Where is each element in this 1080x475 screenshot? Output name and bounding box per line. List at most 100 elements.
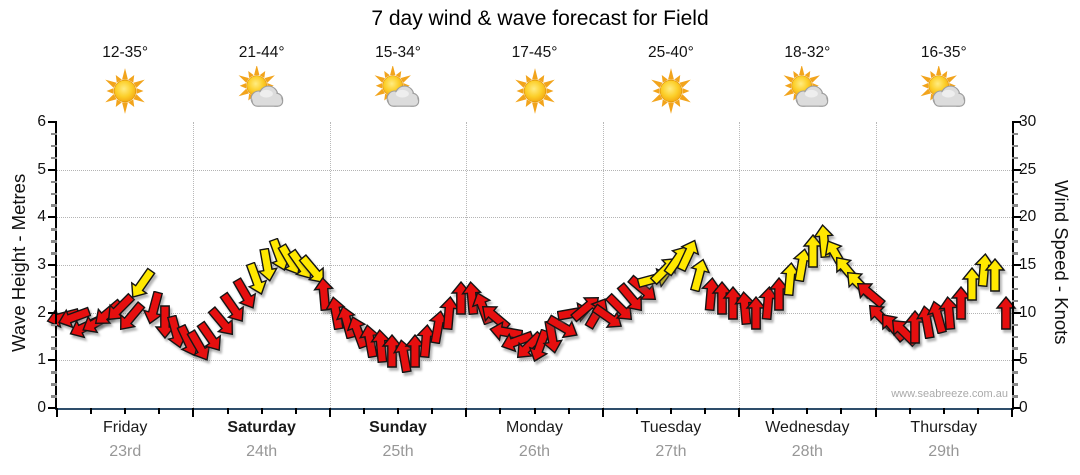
day-name-label: Tuesday (640, 419, 702, 436)
day-name-label: Monday (506, 419, 563, 436)
horizontal-gridline (57, 265, 1012, 266)
right-minor-tick (1012, 395, 1018, 398)
wind-arrow (239, 261, 273, 296)
six-hour-tick (294, 408, 297, 414)
left-minor-tick (51, 204, 57, 207)
left-minor-tick (51, 347, 57, 350)
day-name-label: Friday (102, 419, 148, 436)
left-minor-tick (51, 144, 57, 148)
day-temp-label: 18-32° (784, 44, 831, 61)
right-axis-title: Wind Speed - Knots (1051, 180, 1072, 345)
wind-speed-tick-label: 30 (1019, 113, 1037, 130)
left-minor-tick (51, 287, 57, 291)
left-minor-tick (51, 252, 57, 255)
left-minor-tick (51, 395, 57, 398)
day-boundary-tick (56, 408, 58, 417)
day-date-label: 28th (791, 443, 823, 460)
wind-arrow (989, 295, 1023, 330)
wave-height-tick-label: 6 (37, 113, 46, 130)
left-minor-tick (51, 275, 57, 279)
right-major-tick (1012, 216, 1021, 219)
day-boundary-gridline (193, 122, 195, 408)
day-boundary-tick (328, 408, 331, 417)
wind-arrow (614, 281, 648, 315)
six-hour-tick (772, 408, 775, 414)
day-temp-label: 16-35° (920, 44, 967, 61)
six-hour-tick (260, 408, 263, 414)
right-axis-line (1012, 122, 1014, 410)
wind-speed-tick-label: 20 (1019, 208, 1037, 226)
wind-arrow (330, 305, 364, 340)
right-minor-tick (1012, 228, 1018, 231)
right-major-tick (1012, 407, 1021, 409)
right-minor-tick (1012, 383, 1018, 386)
horizontal-gridline (57, 217, 1012, 219)
wind-arrow (57, 300, 92, 334)
day-boundary-gridline (466, 122, 468, 408)
six-hour-tick (124, 408, 127, 414)
day-date-label: 29th (928, 443, 960, 460)
six-hour-tick (90, 408, 93, 414)
day-boundary-tick (192, 408, 195, 417)
six-hour-tick (704, 408, 707, 414)
left-minor-tick (51, 371, 57, 374)
sun-icon (646, 66, 696, 116)
left-major-tick (48, 264, 57, 266)
right-minor-tick (1012, 323, 1018, 327)
sun-and-cloud-icon (919, 64, 969, 116)
wind-speed-tick-label: 25 (1019, 160, 1037, 178)
day-name-label: Thursday (910, 419, 978, 436)
six-hour-tick (533, 408, 536, 414)
left-minor-tick (51, 383, 57, 386)
wind-arrow (193, 320, 227, 354)
wave-height-tick-label: 1 (37, 351, 46, 369)
left-major-tick (48, 216, 57, 219)
wind-arrow (125, 267, 159, 301)
wind-arrow (216, 291, 250, 325)
right-minor-tick (1012, 180, 1018, 184)
left-minor-tick (51, 132, 57, 136)
six-hour-tick (397, 408, 400, 414)
right-minor-tick (1012, 156, 1018, 160)
wind-arrow (546, 310, 580, 344)
right-minor-tick (1012, 347, 1018, 350)
right-minor-tick (1012, 252, 1018, 255)
right-minor-tick (1012, 335, 1018, 338)
day-temp-label: 21-44° (238, 44, 285, 61)
right-major-tick (1012, 121, 1021, 123)
wind-speed-tick-label: 5 (1019, 351, 1028, 369)
left-major-tick (48, 121, 57, 123)
sun-and-cloud-icon (373, 64, 423, 116)
left-major-tick (48, 311, 57, 314)
wave-height-tick-label: 5 (37, 160, 46, 178)
day-boundary-tick (601, 408, 604, 417)
right-major-tick (1012, 359, 1021, 362)
day-temp-label: 12-35° (102, 44, 149, 61)
six-hour-tick (669, 408, 672, 414)
wind-arrow (671, 238, 705, 273)
day-name-label: Wednesday (765, 419, 850, 436)
left-major-tick (48, 168, 57, 171)
wind-speed-tick-label: 10 (1019, 303, 1037, 321)
day-boundary-gridline (602, 122, 604, 408)
right-minor-tick (1012, 275, 1018, 279)
day-date-label: 27th (655, 443, 687, 460)
right-major-tick (1012, 168, 1021, 171)
left-minor-tick (51, 180, 57, 184)
right-minor-tick (1012, 287, 1018, 291)
wind-speed-tick-label: 0 (1019, 399, 1028, 416)
six-hour-tick (567, 408, 570, 414)
day-temp-label: 15-34° (375, 44, 421, 61)
wind-arrow (603, 291, 637, 325)
left-minor-tick (51, 156, 57, 160)
six-hour-tick (942, 408, 945, 414)
day-date-label: 26th (518, 443, 551, 460)
chart-title: 7 day wind & wave forecast for Field (371, 7, 709, 30)
wave-height-tick-label: 2 (37, 303, 46, 321)
six-hour-tick (806, 408, 809, 414)
day-date-label: 23rd (109, 443, 142, 460)
six-hour-tick (635, 408, 638, 414)
horizontal-gridline (57, 169, 1012, 171)
left-minor-tick (51, 323, 57, 327)
